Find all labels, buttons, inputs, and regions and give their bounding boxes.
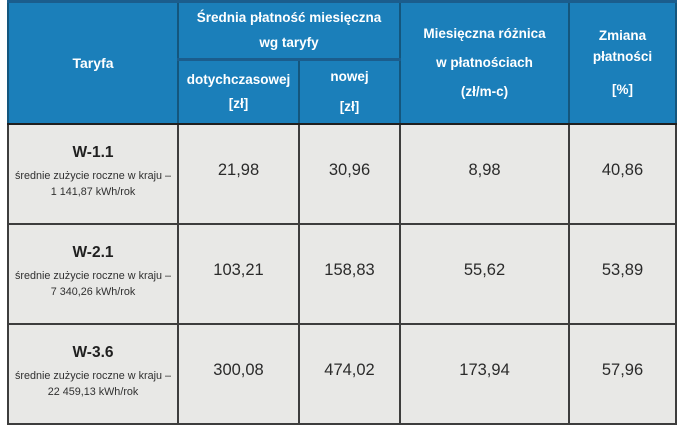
tariff-note: średnie zużycie roczne w kraju – 1 141,8… — [9, 169, 177, 200]
header-diff-line1: Miesięczna różnica — [423, 25, 546, 41]
header-taryfa: Taryfa — [7, 0, 179, 125]
tariff-name: W-2.1 — [72, 243, 114, 261]
tariff-table-screenshot: Taryfa Średnia płatność miesięczna wg ta… — [7, 0, 678, 425]
new-payment-value: 474,02 — [297, 323, 402, 425]
header-old-unit: [zł] — [228, 95, 249, 111]
table-body: W-1.1 średnie zużycie roczne w kraju – 1… — [7, 123, 678, 425]
header-old-label: dotychczasowej — [186, 72, 291, 88]
new-payment-value: 30,96 — [297, 123, 402, 225]
tariff-name: W-1.1 — [72, 143, 114, 161]
tariff-note: średnie zużycie roczne w kraju – 7 340,2… — [9, 269, 177, 300]
payment-change-value: 40,86 — [568, 123, 678, 225]
header-old-payment: dotychczasowej [zł] — [177, 58, 300, 125]
header-diff-line2: w płatnościach — [436, 54, 533, 70]
header-new-unit: [zł] — [339, 98, 360, 114]
monthly-difference-value: 55,62 — [399, 223, 571, 325]
table-row: W-1.1 średnie zużycie roczne w kraju – 1… — [7, 123, 678, 225]
header-new-payment: nowej [zł] — [297, 58, 402, 125]
old-payment-value: 103,21 — [177, 223, 300, 325]
payment-change-value: 53,89 — [568, 223, 678, 325]
header-new-label: nowej — [330, 69, 369, 85]
tariff-comparison-table: Taryfa Średnia płatność miesięczna wg ta… — [7, 0, 678, 425]
header-avg-payment: Średnia płatność miesięczna wg taryfy — [176, 0, 402, 61]
header-monthly-difference: Miesięczna różnica w płatnościach (zł/m-… — [399, 0, 571, 125]
payment-change-value: 57,96 — [568, 323, 678, 425]
tariff-note-line1: średnie zużycie roczne w kraju – — [14, 169, 172, 182]
tariff-cell-w11: W-1.1 średnie zużycie roczne w kraju – 1… — [7, 123, 179, 225]
new-payment-value: 158,83 — [297, 223, 402, 325]
tariff-note-line1: średnie zużycie roczne w kraju – — [14, 369, 172, 382]
table-row: W-3.6 średnie zużycie roczne w kraju – 2… — [7, 323, 678, 425]
monthly-difference-value: 8,98 — [399, 123, 571, 225]
header-change-unit: [%] — [612, 82, 634, 98]
tariff-note-line2: 22 459,13 kWh/rok — [47, 385, 139, 398]
header-change-line2: płatności — [592, 48, 653, 64]
header-payment-change: Zmiana płatności [%] — [568, 0, 678, 125]
tariff-note-line2: 1 141,87 kWh/rok — [50, 185, 136, 198]
old-payment-value: 300,08 — [177, 323, 300, 425]
header-avg-line2: wg taryfy — [259, 35, 319, 50]
tariff-note-line2: 7 340,26 kWh/rok — [50, 285, 136, 298]
old-payment-value: 21,98 — [177, 123, 300, 225]
table-header: Taryfa Średnia płatność miesięczna wg ta… — [7, 0, 678, 125]
tariff-name: W-3.6 — [72, 343, 114, 361]
header-avg-line1: Średnia płatność miesięczna — [196, 9, 382, 25]
table-row: W-2.1 średnie zużycie roczne w kraju – 7… — [7, 223, 678, 325]
tariff-cell-w36: W-3.6 średnie zużycie roczne w kraju – 2… — [7, 323, 179, 425]
header-change-line1: Zmiana — [598, 27, 647, 43]
tariff-cell-w21: W-2.1 średnie zużycie roczne w kraju – 7… — [7, 223, 179, 325]
tariff-note: średnie zużycie roczne w kraju – 22 459,… — [9, 369, 177, 400]
header-diff-unit: (zł/m-c) — [460, 84, 509, 100]
monthly-difference-value: 173,94 — [399, 323, 571, 425]
tariff-note-line1: średnie zużycie roczne w kraju – — [14, 269, 172, 282]
